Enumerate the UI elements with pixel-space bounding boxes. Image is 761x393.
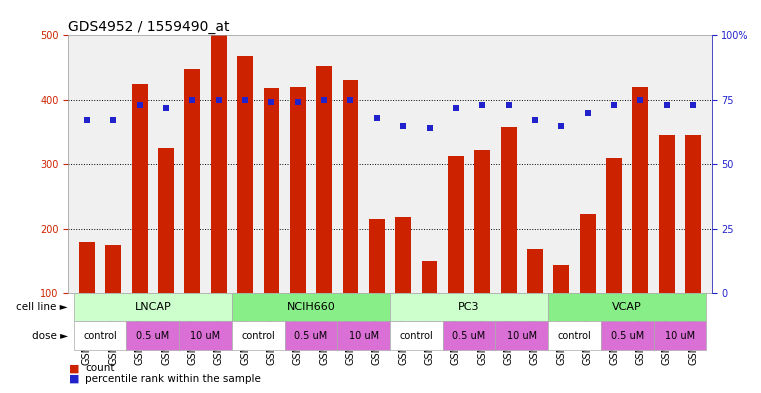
Bar — [232, 321, 285, 350]
Bar — [369, 219, 385, 358]
Bar — [317, 66, 332, 358]
Bar — [126, 321, 179, 350]
Text: ■: ■ — [68, 374, 79, 384]
Text: percentile rank within the sample: percentile rank within the sample — [85, 374, 261, 384]
Text: cell line ►: cell line ► — [16, 302, 68, 312]
Text: 10 uM: 10 uM — [190, 331, 221, 341]
Bar — [390, 293, 548, 321]
Bar — [548, 321, 601, 350]
Bar — [263, 88, 279, 358]
Text: ■: ■ — [68, 364, 79, 373]
Bar — [232, 293, 390, 321]
Bar — [422, 261, 438, 358]
Bar — [237, 56, 253, 358]
Bar — [158, 148, 174, 358]
Bar — [79, 242, 95, 358]
Text: GDS4952 / 1559490_at: GDS4952 / 1559490_at — [68, 20, 230, 34]
Text: 10 uM: 10 uM — [507, 331, 537, 341]
Bar — [685, 135, 701, 358]
Text: NCIH660: NCIH660 — [287, 302, 336, 312]
Bar — [285, 321, 337, 350]
Bar — [448, 156, 463, 358]
Text: 0.5 uM: 0.5 uM — [610, 331, 644, 341]
Bar — [548, 293, 706, 321]
Bar — [659, 135, 675, 358]
Bar — [290, 87, 306, 358]
Bar — [580, 215, 596, 358]
Bar — [632, 87, 648, 358]
Bar — [527, 249, 543, 358]
Text: control: control — [83, 331, 117, 341]
Bar — [601, 321, 654, 350]
Bar — [211, 35, 227, 358]
Text: 0.5 uM: 0.5 uM — [295, 331, 327, 341]
Text: dose ►: dose ► — [32, 331, 68, 341]
Bar — [184, 69, 200, 358]
Bar — [105, 245, 121, 358]
Bar — [74, 293, 232, 321]
Text: VCAP: VCAP — [613, 302, 642, 312]
Bar — [337, 321, 390, 350]
Bar — [132, 84, 148, 358]
Text: 10 uM: 10 uM — [665, 331, 695, 341]
Text: PC3: PC3 — [458, 302, 480, 312]
Text: count: count — [85, 364, 115, 373]
Bar — [390, 321, 443, 350]
Text: control: control — [241, 331, 275, 341]
Bar — [342, 81, 358, 358]
Bar — [443, 321, 495, 350]
Bar — [395, 217, 411, 358]
Bar — [474, 150, 490, 358]
Text: control: control — [400, 331, 433, 341]
Text: 0.5 uM: 0.5 uM — [136, 331, 170, 341]
Bar — [654, 321, 706, 350]
Text: LNCAP: LNCAP — [135, 302, 171, 312]
Bar — [606, 158, 622, 358]
Text: 10 uM: 10 uM — [349, 331, 379, 341]
Text: 0.5 uM: 0.5 uM — [453, 331, 486, 341]
Text: control: control — [558, 331, 591, 341]
Bar — [179, 321, 232, 350]
Bar — [74, 321, 126, 350]
Bar — [501, 127, 517, 358]
Bar — [495, 321, 548, 350]
Bar — [553, 265, 569, 358]
